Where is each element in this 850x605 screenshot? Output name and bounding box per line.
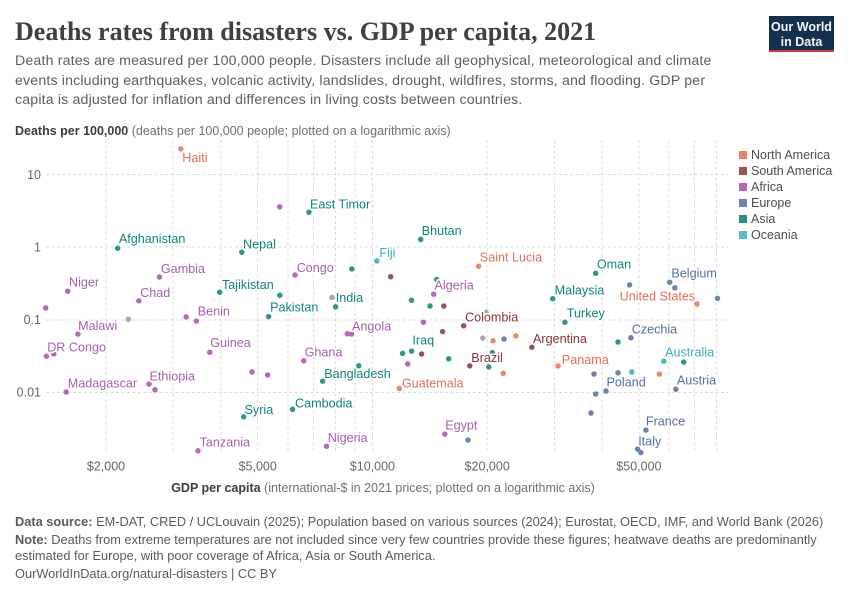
svg-text:Niger: Niger bbox=[69, 276, 99, 290]
svg-text:Bhutan: Bhutan bbox=[422, 224, 462, 238]
svg-text:Saint Lucia: Saint Lucia bbox=[480, 251, 542, 265]
svg-text:India: India bbox=[336, 291, 363, 305]
svg-text:$5,000: $5,000 bbox=[239, 460, 277, 474]
svg-text:Pakistan: Pakistan bbox=[270, 301, 318, 315]
svg-text:Iraq: Iraq bbox=[412, 334, 434, 348]
svg-text:Poland: Poland bbox=[607, 376, 646, 390]
svg-text:Madagascar: Madagascar bbox=[68, 377, 137, 391]
svg-text:0.01: 0.01 bbox=[17, 386, 41, 400]
svg-text:Bangladesh: Bangladesh bbox=[324, 367, 391, 381]
svg-text:Nigeria: Nigeria bbox=[328, 431, 368, 445]
svg-text:$20,000: $20,000 bbox=[465, 460, 510, 474]
svg-text:Oman: Oman bbox=[597, 257, 631, 271]
svg-text:Tanzania: Tanzania bbox=[200, 435, 250, 449]
svg-text:$50,000: $50,000 bbox=[616, 460, 661, 474]
svg-text:Belgium: Belgium bbox=[671, 267, 717, 281]
svg-text:Guinea: Guinea bbox=[210, 336, 251, 350]
svg-text:France: France bbox=[646, 415, 685, 429]
svg-text:Gambia: Gambia bbox=[161, 262, 205, 276]
svg-text:$2,000: $2,000 bbox=[87, 460, 125, 474]
svg-text:Czechia: Czechia bbox=[632, 323, 678, 337]
svg-text:Nepal: Nepal bbox=[243, 238, 276, 252]
svg-text:Angola: Angola bbox=[352, 320, 391, 334]
svg-text:Haiti: Haiti bbox=[182, 151, 207, 165]
svg-text:10: 10 bbox=[27, 168, 41, 182]
svg-text:Tajikistan: Tajikistan bbox=[222, 278, 274, 292]
svg-text:Italy: Italy bbox=[638, 435, 662, 449]
svg-text:Austria: Austria bbox=[677, 373, 716, 387]
svg-text:Syria: Syria bbox=[245, 403, 274, 417]
svg-text:Turkey: Turkey bbox=[567, 306, 606, 320]
svg-text:Australia: Australia bbox=[665, 345, 714, 359]
svg-text:Colombia: Colombia bbox=[465, 311, 518, 325]
svg-text:0.1: 0.1 bbox=[24, 313, 41, 327]
svg-text:Panama: Panama bbox=[562, 353, 609, 367]
svg-text:Malawi: Malawi bbox=[78, 319, 117, 333]
svg-text:Ghana: Ghana bbox=[305, 345, 343, 359]
svg-text:Algeria: Algeria bbox=[435, 279, 474, 293]
svg-text:Afghanistan: Afghanistan bbox=[119, 232, 186, 246]
svg-text:Ethiopia: Ethiopia bbox=[150, 370, 196, 384]
svg-text:$10,000: $10,000 bbox=[350, 460, 395, 474]
svg-text:Brazil: Brazil bbox=[471, 351, 503, 365]
svg-text:Guatemala: Guatemala bbox=[402, 376, 464, 390]
svg-text:1: 1 bbox=[34, 240, 41, 254]
svg-text:Egypt: Egypt bbox=[445, 418, 478, 432]
svg-text:Congo: Congo bbox=[297, 261, 334, 275]
svg-text:Cambodia: Cambodia bbox=[295, 397, 352, 411]
svg-text:East Timor: East Timor bbox=[310, 198, 370, 212]
svg-text:Malaysia: Malaysia bbox=[555, 284, 605, 298]
svg-text:Argentina: Argentina bbox=[533, 332, 587, 346]
svg-text:United States: United States bbox=[620, 289, 696, 303]
svg-text:Fiji: Fiji bbox=[379, 246, 395, 260]
svg-text:Benin: Benin bbox=[198, 305, 230, 319]
svg-text:DR Congo: DR Congo bbox=[47, 341, 106, 355]
svg-text:Chad: Chad bbox=[140, 286, 170, 300]
